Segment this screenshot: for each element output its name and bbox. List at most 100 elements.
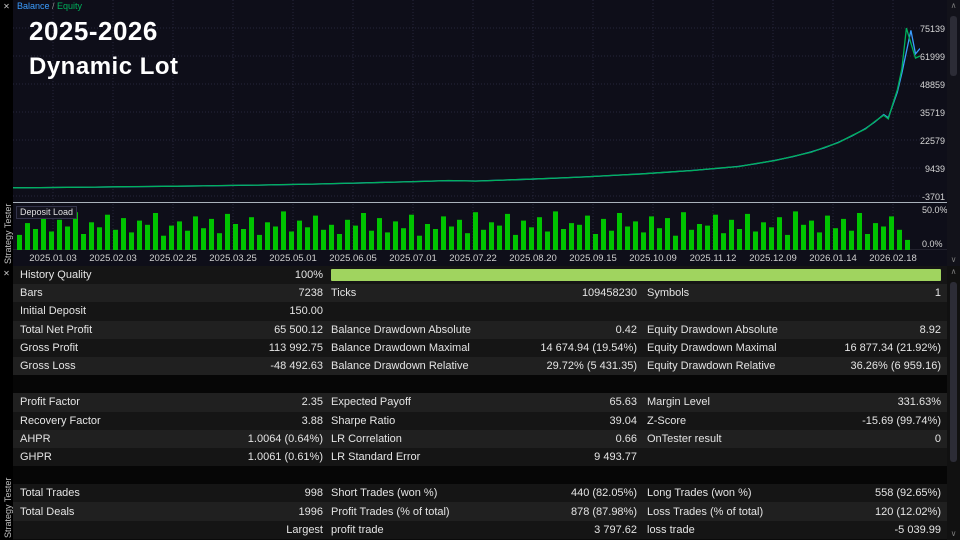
x-axis-label: 2025.03.25 [209,253,257,264]
stat-label: Equity Drawdown Relative [647,360,776,373]
stat-value: 0 [934,432,941,445]
stat-value: -15.69 (99.74%) [862,414,941,427]
x-axis-label: 2025.07.01 [389,253,437,264]
stat-value: 7238 [298,287,323,300]
y-axis-label: 48859 [919,79,945,90]
time-scale: 2025.01.03 2025.02.03 2025.02.25 2025.03.25… [13,251,947,266]
x-axis-label: 2025.02.03 [89,253,137,264]
legend-balance: Balance [17,1,50,11]
stat-value: 109458230 [581,287,637,300]
scroll-down-icon[interactable]: ∨ [950,255,957,264]
table-row: Initial Deposit 150.00 [13,302,947,321]
y-axis-label: 75139 [919,23,945,34]
stat-value: 9 493.77 [594,450,637,463]
stat-label: Recovery Factor [20,414,101,427]
panel-divider[interactable] [13,202,947,203]
docked-tab-strip: ✕ Strategy Tester ✕ Strategy Tester [0,0,13,540]
deposit-load-bars[interactable] [13,204,920,250]
stat-value: 1.0061 (0.61%) [247,450,323,463]
tab-strategy-tester-results[interactable]: Strategy Tester [3,477,13,538]
stat-value: 0.42 [615,323,637,336]
x-axis-label: 2025.11.12 [689,253,737,264]
y-axis-label: -3701 [921,191,945,202]
history-quality-bar [331,269,941,282]
scroll-up-icon[interactable]: ∧ [950,267,957,276]
stat-label: OnTester result [647,432,722,445]
stat-label: Margin Level [647,396,710,409]
deposit-scale-min: 0.0% [922,239,943,249]
x-axis-label: 2025.06.05 [329,253,377,264]
stat-label: LR Correlation [331,432,402,445]
stat-value: 558 (92.65%) [874,487,941,500]
x-axis-label: 2025.10.09 [629,253,677,264]
stat-label: Gross Profit [20,341,79,354]
backtest-chart-panel: Balance / Equity 2025-2026 Dynamic Lot 7… [13,0,948,266]
x-axis-label: 2025.07.22 [449,253,497,264]
balance-equity-chart[interactable] [13,0,920,200]
table-row: Total Net Profit 65 500.12 Balance Drawdow… [13,320,947,339]
scrollbar-thumb[interactable] [950,282,957,462]
table-row: Largest profit trade 3 797.62 loss trade -5 … [13,520,947,539]
stat-value: -48 492.63 [270,360,323,373]
stat-value: 100% [294,269,323,282]
y-axis-label: 22579 [919,135,945,146]
stat-value: 1996 [298,505,323,518]
x-axis-label: 2026.01.14 [809,253,857,264]
chart-watermark: 2025-2026 Dynamic Lot [29,16,179,81]
results-scrollbar[interactable]: ∧ ∨ [947,266,960,540]
stat-label: Sharpe Ratio [331,414,396,427]
y-axis-label: 9439 [924,163,945,174]
y-axis-label: 35719 [919,107,945,118]
table-row [13,466,947,485]
stat-value: 14 674.94 (19.54%) [540,341,637,354]
scroll-up-icon[interactable]: ∧ [950,1,957,10]
close-icon[interactable]: ✕ [3,269,10,278]
scrollbar-thumb[interactable] [950,16,957,76]
stat-value: 113 992.75 [268,341,323,354]
table-row: Gross Loss -48 492.63 Balance Drawdown Rel… [13,356,947,376]
stat-value: 2.35 [301,396,323,409]
stat-label: Loss Trades (% of total) [647,505,764,518]
tab-strategy-tester-chart[interactable]: Strategy Tester [3,203,13,264]
stat-label: Total Deals [20,505,75,518]
scroll-down-icon[interactable]: ∨ [950,529,957,538]
legend-separator: / [49,1,58,11]
stat-value: 39.04 [609,414,637,427]
x-axis-label: 2025.02.25 [149,253,197,264]
stat-label: Ticks [331,287,357,300]
stat-value: 998 [304,487,323,500]
stat-label: GHPR [20,450,52,463]
x-axis-label: 2025.08.20 [509,253,557,264]
stat-label: Profit Factor [20,396,80,409]
equity-line [13,27,920,189]
table-row: History Quality 100% [13,266,947,285]
stat-value: 36.26% (6 959.16) [850,360,941,373]
stat-value: 29.72% (5 431.35) [546,360,637,373]
stat-label: Bars [20,287,43,300]
table-row: Bars 7238 Ticks 109458230 Symbols 1 [13,284,947,303]
deposit-scale-max: 50.0% [922,205,948,215]
stat-label: Equity Drawdown Maximal [647,341,777,354]
stat-value: 878 (87.98%) [570,505,637,518]
x-axis-label: 2025.09.15 [569,253,617,264]
stat-label: Initial Deposit [20,305,87,318]
stat-value: 16 877.34 (21.92%) [844,341,941,354]
stat-label: profit trade [331,523,384,536]
table-row: Profit Factor 2.35 Expected Payoff 65.63 Mar… [13,393,947,412]
chart-scrollbar[interactable]: ∧ ∨ [947,0,960,266]
deposit-load-panel: Deposit Load 50.0% 0.0% [13,204,948,250]
legend-equity: Equity [57,1,83,11]
stat-label: Short Trades (won %) [331,487,438,500]
stat-label: Gross Loss [20,360,76,373]
table-row: AHPR 1.0064 (0.64%) LR Correlation 0.66 OnTe… [13,429,947,448]
watermark-title: 2025-2026 [29,16,158,46]
stat-label: loss trade [647,523,695,536]
close-icon[interactable]: ✕ [3,2,10,11]
x-axis-label: 2025.01.03 [29,253,77,264]
stat-value: 120 (12.02%) [874,505,941,518]
stat-label: Z-Score [647,414,687,427]
stat-value: 3 797.62 [594,523,637,536]
stat-label: LR Standard Error [331,450,421,463]
table-row: Gross Profit 113 992.75 Balance Drawdown M… [13,338,947,357]
